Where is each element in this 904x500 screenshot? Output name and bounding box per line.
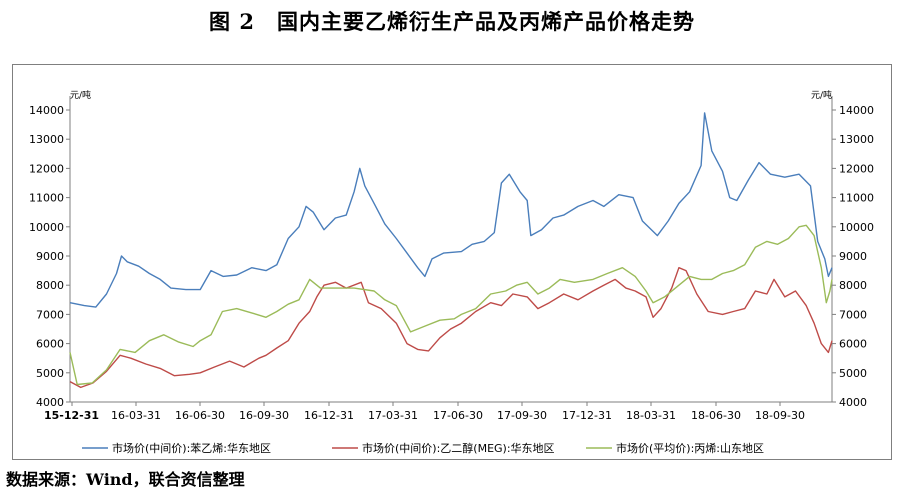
source-note: 数据来源：Wind，联合资信整理 <box>6 470 245 489</box>
right-unit-label: 元/吨 <box>811 89 832 101</box>
series-line <box>69 267 833 389</box>
y-tick-label-left: 6000 <box>36 338 64 351</box>
y-tick-label-left: 12000 <box>29 162 64 175</box>
left-unit-label: 元/吨 <box>70 89 91 101</box>
y-tick-label-left: 9000 <box>36 250 64 263</box>
y-tick-label-right: 5000 <box>839 367 867 380</box>
x-tick-label: 18-06-30 <box>691 409 741 422</box>
x-tick-label: 16-03-31 <box>111 409 161 422</box>
x-tick-label: 17-09-30 <box>497 409 547 422</box>
x-ticks-group: 15-12-31 16-03-31 16-06-30 16-09-30 16-12-31… <box>44 402 805 422</box>
x-tick-label: 18-09-30 <box>755 409 805 422</box>
series-lines-group <box>69 112 833 389</box>
y-tick-label-right: 8000 <box>839 279 867 292</box>
y-tick-label-left: 11000 <box>29 192 64 205</box>
y-tick-label-left: 5000 <box>36 367 64 380</box>
chart-frame <box>12 64 892 460</box>
x-tick-label: 16-12-31 <box>304 409 354 422</box>
y-ticks-group: 4000 4000 5000 5000 6000 6000 7000 7000 8000 8000… <box>29 104 874 409</box>
y-tick-label-left: 8000 <box>36 279 64 292</box>
x-tick-label: 17-12-31 <box>562 409 612 422</box>
figure-title: 图 2 国内主要乙烯衍生产品及丙烯产品价格走势 <box>209 9 695 34</box>
legend-label: 市场价(平均价):丙烯:山东地区 <box>616 441 764 455</box>
x-tick-label: 17-03-31 <box>368 409 418 422</box>
y-tick-label-right: 13000 <box>839 133 874 146</box>
x-tick-label: 16-06-30 <box>175 409 225 422</box>
y-tick-label-right: 11000 <box>839 192 874 205</box>
x-tick-label: 15-12-31 <box>44 409 99 422</box>
x-tick-label: 16-09-30 <box>239 409 289 422</box>
series-line <box>69 112 833 308</box>
x-tick-label: 18-03-31 <box>626 409 676 422</box>
series-line <box>69 224 833 386</box>
y-tick-label-left: 14000 <box>29 104 64 117</box>
y-tick-label-right: 14000 <box>839 104 874 117</box>
y-tick-label-right: 6000 <box>839 338 867 351</box>
y-tick-label-left: 4000 <box>36 396 64 409</box>
legend-label: 市场价(中间价):苯乙烯:华东地区 <box>112 441 271 455</box>
x-tick-label: 17-06-30 <box>433 409 483 422</box>
y-tick-label-right: 9000 <box>839 250 867 263</box>
y-tick-label-left: 7000 <box>36 308 64 321</box>
y-tick-label-left: 13000 <box>29 133 64 146</box>
y-tick-label-right: 4000 <box>839 396 867 409</box>
y-tick-label-right: 7000 <box>839 308 867 321</box>
axes-group <box>69 96 833 403</box>
legend-label: 市场价(中间价):乙二醇(MEG):华东地区 <box>362 441 555 455</box>
y-tick-label-right: 12000 <box>839 162 874 175</box>
y-tick-label-right: 10000 <box>839 221 874 234</box>
y-tick-label-left: 10000 <box>29 221 64 234</box>
legend: 市场价(中间价):苯乙烯:华东地区 市场价(中间价):乙二醇(MEG):华东地区 市… <box>82 441 764 455</box>
